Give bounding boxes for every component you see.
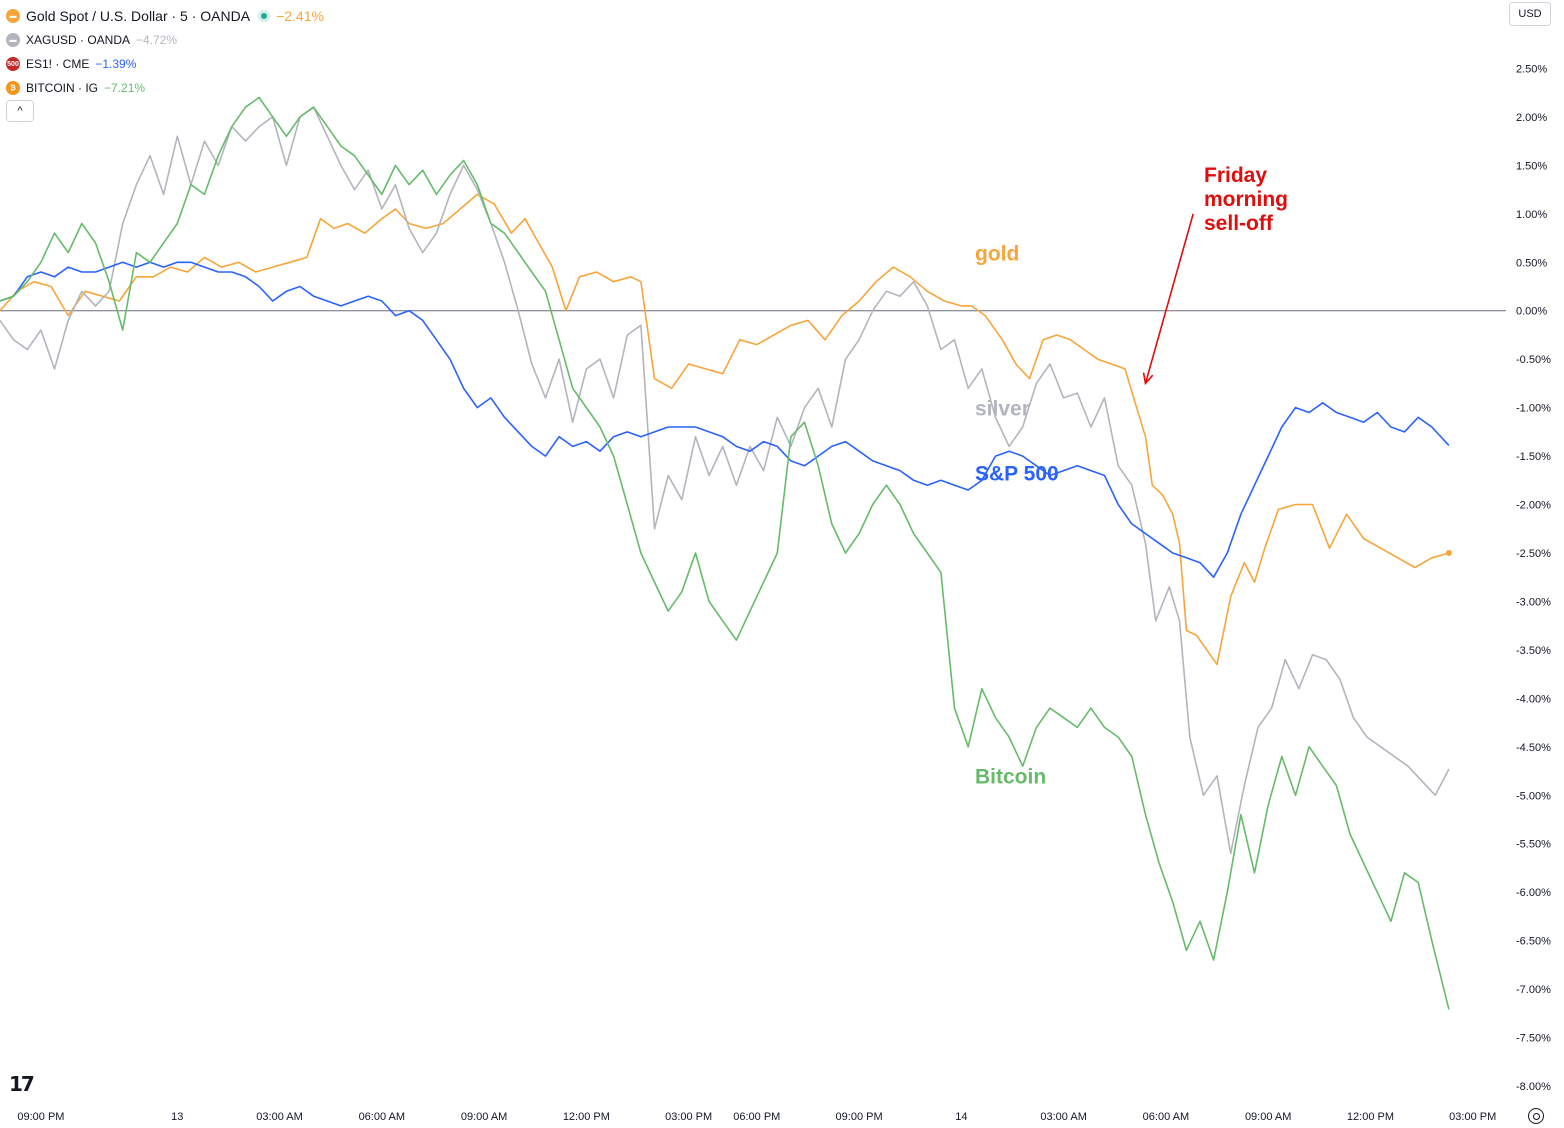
y-tick-label: 0.00% xyxy=(1516,306,1547,318)
y-tick-label: 1.00% xyxy=(1516,209,1547,221)
x-tick-label: 09:00 AM xyxy=(1245,1111,1291,1123)
annotation-text: sell-off xyxy=(1204,212,1274,235)
y-tick-label: -6.50% xyxy=(1516,936,1551,948)
legend-title: BITCOIN · IG xyxy=(26,81,98,95)
legend-row-gold[interactable]: ▬ Gold Spot / U.S. Dollar · 5 · OANDA −2… xyxy=(6,4,324,28)
legend-row-sp500[interactable]: 500 ES1! · CME −1.39% xyxy=(6,52,324,76)
annotation-arrow xyxy=(1144,213,1194,384)
y-tick-label: -5.00% xyxy=(1516,790,1551,802)
y-tick-label: -3.50% xyxy=(1516,645,1551,657)
legend-row-silver[interactable]: ▬ XAGUSD · OANDA −4.72% xyxy=(6,28,324,52)
silver-bars-icon: ▬ xyxy=(6,33,20,47)
x-tick-label: 06:00 AM xyxy=(1143,1111,1189,1123)
x-tick-label: 03:00 AM xyxy=(1040,1111,1086,1123)
x-tick-label: 12:00 PM xyxy=(1347,1111,1394,1123)
y-tick-label: -5.50% xyxy=(1516,839,1551,851)
y-tick-label: -7.50% xyxy=(1516,1033,1551,1045)
y-tick-label: -2.00% xyxy=(1516,500,1551,512)
legend-title: Gold Spot / U.S. Dollar · 5 · OANDA xyxy=(26,8,251,24)
x-tick-label: 06:00 AM xyxy=(359,1111,405,1123)
legend: ▬ Gold Spot / U.S. Dollar · 5 · OANDA −2… xyxy=(6,4,324,100)
annotation-arrowhead xyxy=(1142,372,1154,386)
sp500-icon: 500 xyxy=(6,57,20,71)
y-tick-label: -3.00% xyxy=(1516,596,1551,608)
x-tick-label: 14 xyxy=(955,1111,967,1123)
x-tick-label: 13 xyxy=(171,1111,183,1123)
legend-change: −1.39% xyxy=(95,57,137,71)
y-tick-label: -4.00% xyxy=(1516,693,1551,705)
series-line-bitcoin xyxy=(0,96,1450,1010)
y-tick-label: -4.50% xyxy=(1516,742,1551,754)
annotation-text: Friday xyxy=(1204,164,1267,187)
y-tick-label: -0.50% xyxy=(1516,354,1551,366)
y-tick-label: -1.50% xyxy=(1516,451,1551,463)
y-tick-label: 0.50% xyxy=(1516,257,1547,269)
y-tick-label: 1.50% xyxy=(1516,160,1547,172)
annotation-text: morning xyxy=(1204,188,1288,211)
legend-title: ES1! · CME xyxy=(26,57,90,71)
y-tick-label: -6.00% xyxy=(1516,887,1551,899)
series-label: gold xyxy=(975,242,1019,265)
y-tick-label: -2.50% xyxy=(1516,548,1551,560)
x-tick-label: 12:00 PM xyxy=(563,1111,610,1123)
settings-icon[interactable] xyxy=(1528,1108,1544,1124)
legend-title: XAGUSD · OANDA xyxy=(26,33,131,47)
series-label: S&P 500 xyxy=(975,462,1059,485)
gold-bars-icon: ▬ xyxy=(6,9,20,23)
market-open-icon xyxy=(258,10,271,22)
tradingview-logo: 17 xyxy=(9,1072,35,1096)
y-tick-label: -7.00% xyxy=(1516,984,1551,996)
series-line-gold xyxy=(0,193,1450,666)
series-line-silver xyxy=(0,106,1450,855)
bitcoin-icon: ₿ xyxy=(6,81,20,95)
legend-change: −7.21% xyxy=(104,81,146,95)
y-tick-label: 2.50% xyxy=(1516,63,1547,75)
last-value-dot xyxy=(1445,550,1452,556)
series-label: silver xyxy=(975,397,1030,420)
x-tick-label: 03:00 AM xyxy=(256,1111,302,1123)
series-label: Bitcoin xyxy=(975,766,1046,789)
x-tick-label: 09:00 AM xyxy=(461,1111,507,1123)
x-tick-label: 03:00 PM xyxy=(665,1111,712,1123)
legend-change: −4.72% xyxy=(136,33,178,47)
x-tick-label: 09:00 PM xyxy=(17,1111,64,1123)
currency-button[interactable]: USD xyxy=(1509,2,1551,26)
x-tick-label: 09:00 PM xyxy=(836,1111,883,1123)
y-tick-label: 2.00% xyxy=(1516,112,1547,124)
series-line-s-p-500 xyxy=(0,261,1450,578)
y-tick-label: -1.00% xyxy=(1516,403,1551,415)
y-tick-label: -8.00% xyxy=(1516,1081,1551,1093)
collapse-legend-button[interactable]: ^ xyxy=(6,100,34,122)
legend-row-bitcoin[interactable]: ₿ BITCOIN · IG −7.21% xyxy=(6,76,324,100)
legend-change: −2.41% xyxy=(276,8,324,24)
x-tick-label: 03:00 PM xyxy=(1449,1111,1496,1123)
x-tick-label: 06:00 PM xyxy=(733,1111,780,1123)
